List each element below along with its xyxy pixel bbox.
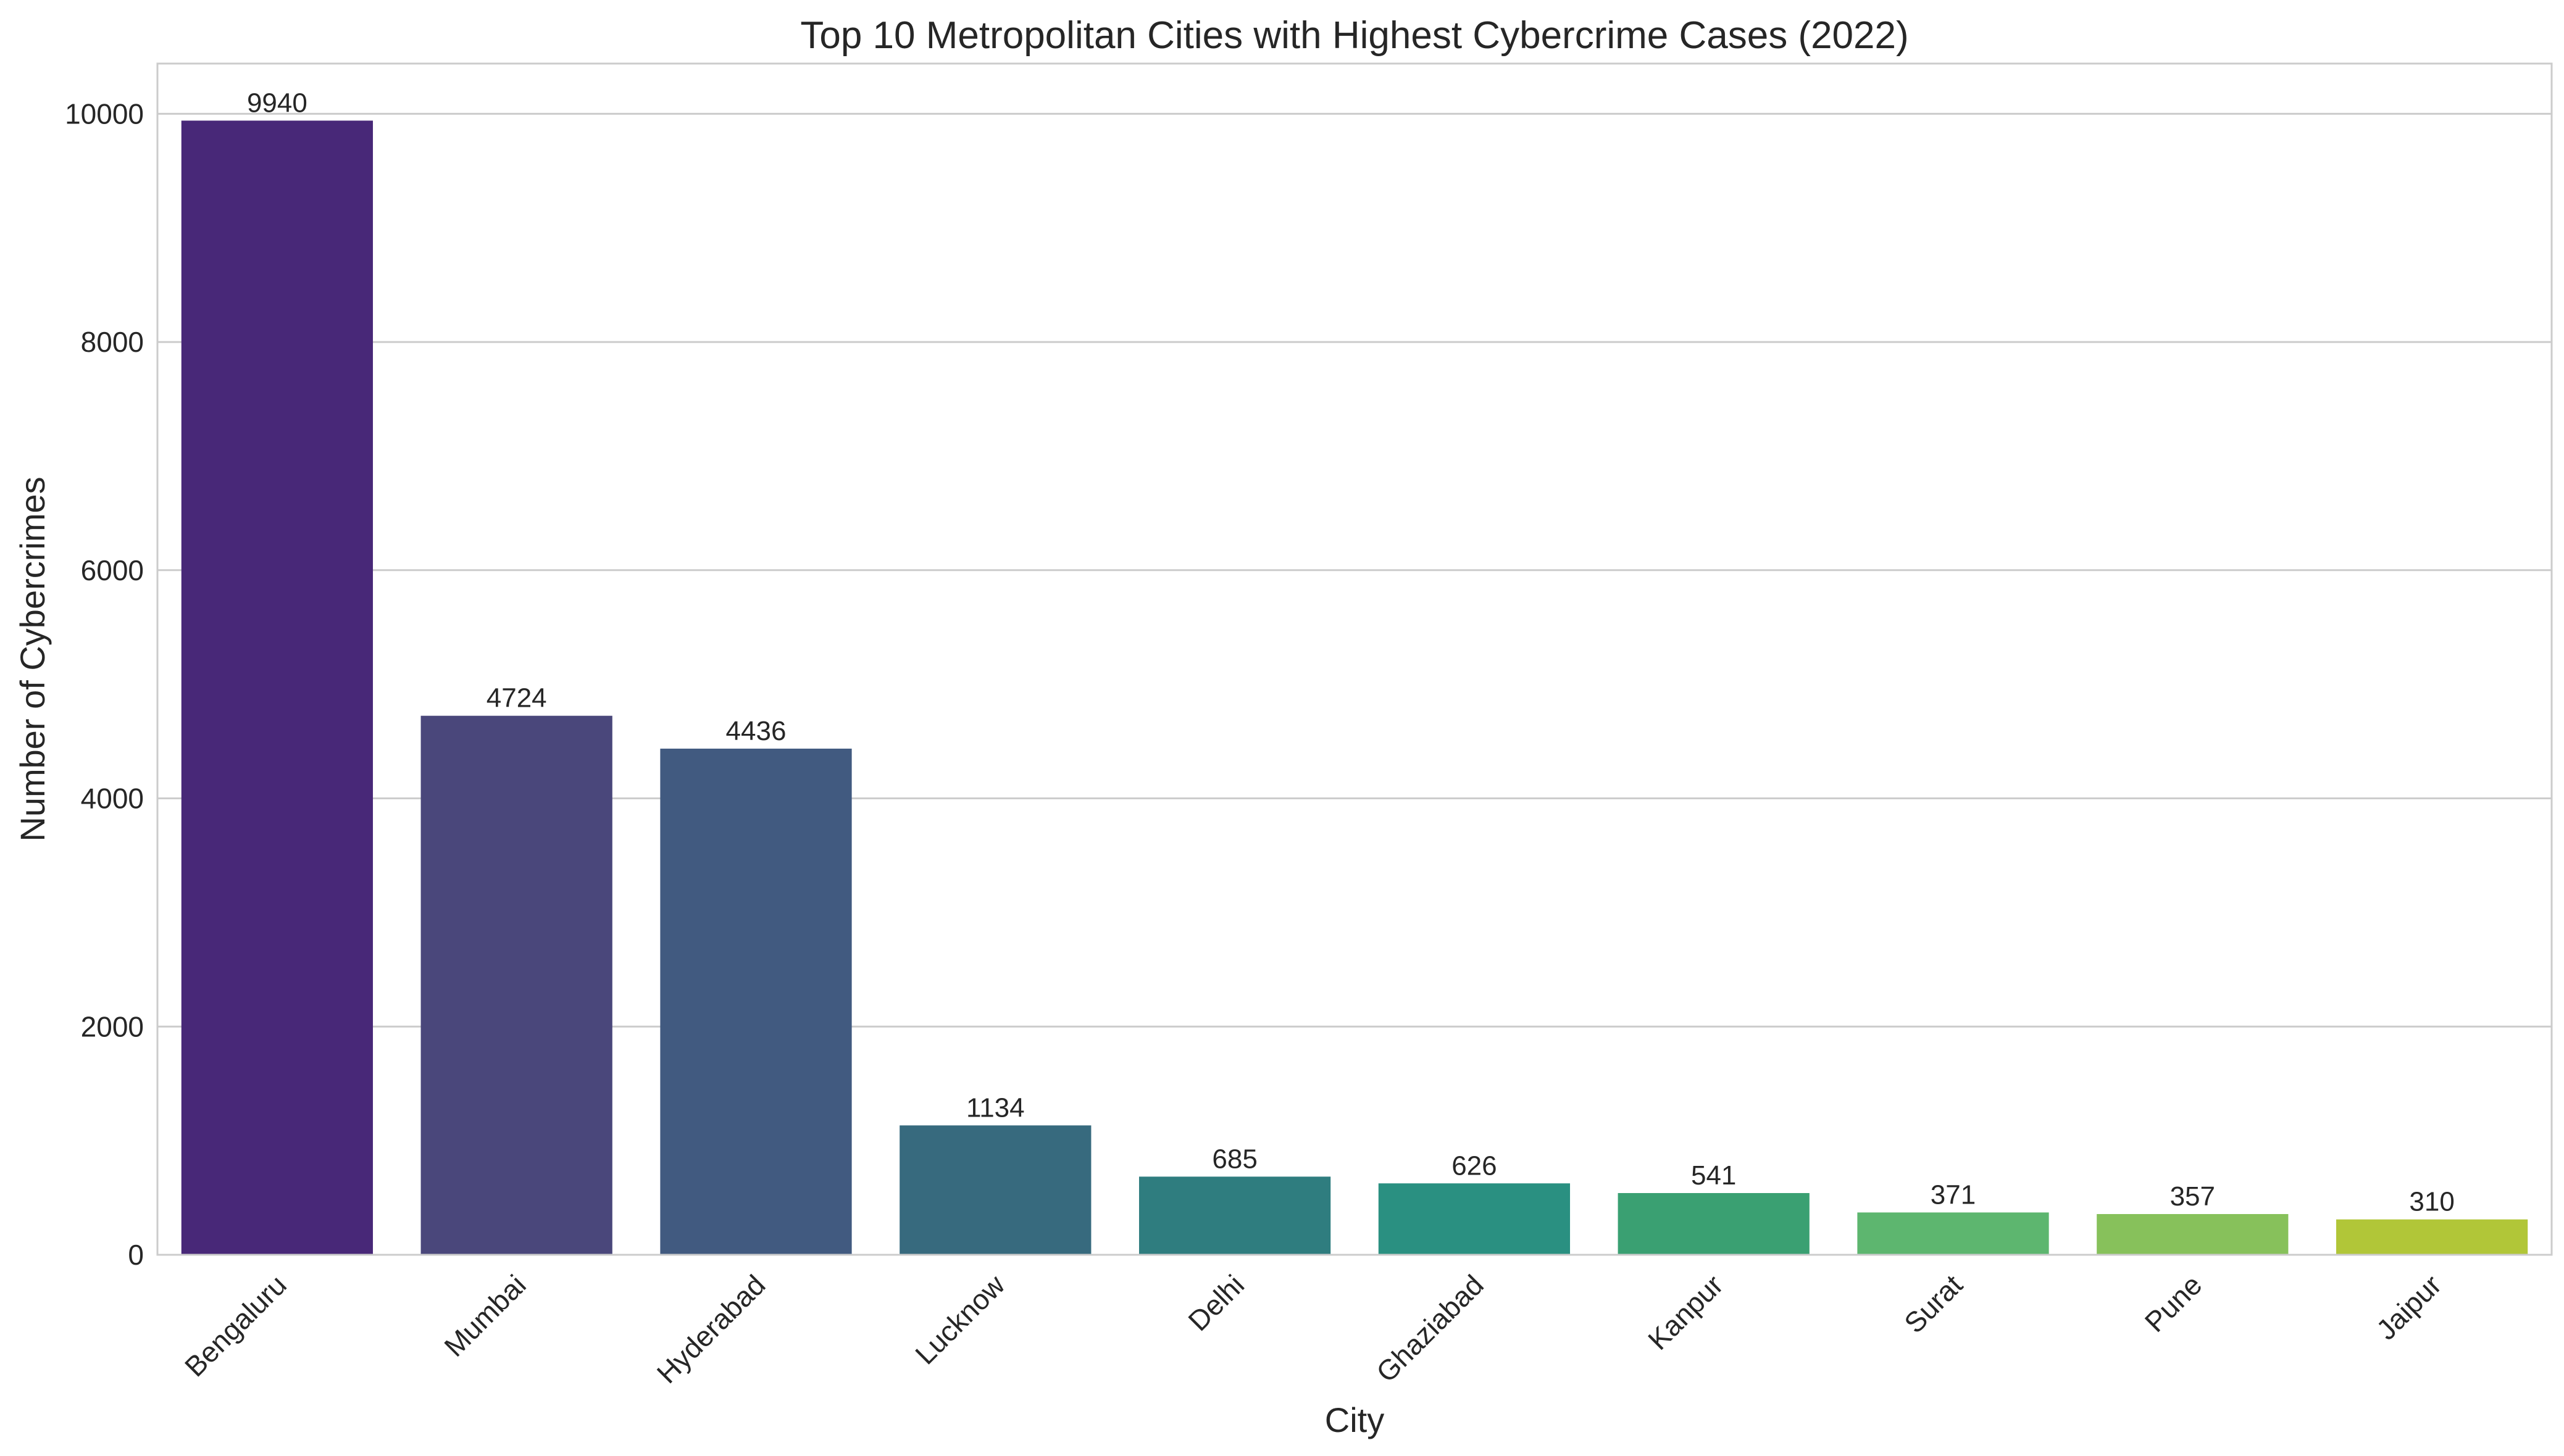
y-tick-label: 4000 [81,783,144,815]
data-labels: 9940 4724 4436 1134 685 626 541 371 357 310 [247,88,2455,1217]
bar-value-label: 4724 [486,683,547,713]
bar-value-label: 371 [1931,1179,1976,1210]
bar [181,120,374,1255]
bar-value-label: 310 [2409,1187,2454,1217]
bar [2336,1219,2528,1255]
bar [1378,1183,1571,1255]
bar [1618,1192,1810,1255]
bar [1857,1212,2049,1255]
bar [900,1125,1092,1255]
bar-value-label: 1134 [966,1092,1025,1123]
bars [181,120,2528,1255]
bar-value-label: 685 [1212,1144,1257,1174]
plot-frame [156,62,2553,1256]
bar [1138,1176,1331,1255]
bar-value-label: 9940 [247,88,307,118]
bar [660,748,852,1255]
y-tick-labels: 0 2000 4000 6000 8000 10000 [65,98,144,1271]
bar-value-label: 357 [2170,1181,2215,1212]
x-axis-label: City [1325,1400,1384,1439]
bar [420,715,612,1255]
bar-value-label: 626 [1451,1150,1497,1181]
y-tick-label: 8000 [81,326,144,358]
chart-title: Top 10 Metropolitan Cities with Highest … [800,14,1908,57]
y-tick-label: 10000 [65,98,144,130]
bar-value-label: 541 [1691,1160,1736,1191]
y-tick-label: 2000 [81,1010,144,1042]
y-tick-label: 6000 [81,554,144,586]
y-axis-label: Number of Cybercrimes [13,476,52,841]
bar-value-label: 4436 [726,716,787,746]
y-tick-label: 0 [128,1239,144,1271]
bar [2097,1214,2289,1255]
